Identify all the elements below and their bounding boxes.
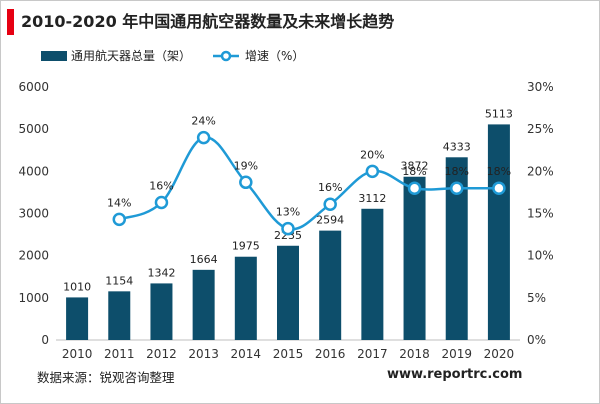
growth-line [118, 136, 499, 231]
growth-value-label: 14% [107, 196, 131, 209]
bar-value-label: 1664 [190, 253, 218, 266]
title-accent-bar [7, 9, 14, 35]
x-tick-label: 2020 [484, 347, 515, 361]
x-tick-label: 2017 [357, 347, 388, 361]
y-left-tick-label: 4000 [18, 164, 49, 178]
chart-title: 2010-2020 年中国通用航空器数量及未来增长趋势 [21, 12, 395, 31]
bar-value-label: 3872 [401, 160, 429, 173]
bar [361, 208, 384, 340]
bar-value-label: 1975 [232, 240, 260, 253]
y-right-tick-label: 25% [527, 122, 554, 136]
bar [66, 297, 89, 340]
x-tick-label: 2019 [441, 347, 472, 361]
x-tick-label: 2012 [146, 347, 177, 361]
growth-value-label: 18% [445, 165, 469, 178]
y-left-tick-label: 2000 [18, 249, 49, 263]
growth-point [407, 181, 422, 195]
growth-line-series [112, 130, 506, 236]
y-right-tick-label: 15% [527, 207, 554, 221]
growth-value-label: 16% [149, 180, 173, 193]
legend-line-label: 增速（%） [245, 49, 304, 63]
growth-value-label: 13% [276, 206, 300, 219]
y-right-tick-label: 30% [527, 80, 554, 94]
growth-point [281, 221, 295, 236]
bar [150, 283, 173, 340]
legend-bar-swatch [41, 51, 67, 61]
growth-point [239, 175, 253, 190]
growth-point [365, 164, 380, 179]
y-right-tick-label: 5% [527, 291, 546, 305]
bar [403, 176, 426, 340]
bar [234, 256, 257, 340]
y-right-tick-label: 0% [527, 333, 546, 347]
bar-value-label: 2594 [316, 214, 344, 227]
x-tick-label: 2011 [104, 347, 135, 361]
x-tick-label: 2016 [315, 347, 346, 361]
bar [445, 157, 468, 340]
growth-point [196, 130, 211, 145]
growth-point [112, 212, 127, 227]
bar [319, 230, 342, 340]
growth-point [154, 195, 169, 210]
legend: 通用航天器总量（架） 增速（%） [41, 48, 304, 63]
website-watermark: www.reportrc.com [387, 367, 523, 382]
bar [108, 291, 131, 340]
x-tick-label: 2010 [62, 347, 93, 361]
bar [192, 269, 215, 340]
growth-labels: 14% 16% 24% 19% 13% 16% 20% 18% 18% 18% [107, 115, 511, 219]
growth-point [323, 197, 337, 211]
y-right-tick-label: 20% [527, 164, 554, 178]
bar-value-label: 4333 [443, 140, 471, 153]
y-left-tick-label: 5000 [18, 122, 49, 136]
bar [487, 124, 510, 341]
x-tick-label: 2015 [273, 347, 304, 361]
source-note: 数据来源：锐观咨询整理 [37, 370, 175, 385]
axes: 0 1000 2000 3000 4000 5000 6000 0% 5% 10% 15% 20% 25… [18, 80, 553, 361]
bar-value-label: 1342 [147, 266, 175, 279]
y-left-tick-label: 3000 [18, 207, 49, 221]
legend-line-marker [220, 50, 232, 62]
bar [277, 245, 299, 340]
y-left-tick-label: 6000 [18, 80, 49, 94]
bar-value-label: 1154 [105, 274, 133, 287]
growth-value-label: 16% [318, 181, 342, 194]
y-left-tick-label: 1000 [18, 291, 49, 305]
x-tick-label: 2014 [231, 347, 262, 361]
growth-value-label: 19% [234, 159, 258, 172]
y-right-tick-label: 10% [527, 249, 554, 263]
bar-series [66, 124, 510, 341]
bar-value-label: 3112 [358, 192, 386, 205]
growth-point [492, 181, 506, 195]
bar-value-label: 5113 [485, 107, 513, 120]
growth-value-label: 18% [402, 165, 426, 178]
growth-value-label: 24% [191, 115, 215, 128]
growth-value-label: 20% [360, 148, 384, 161]
y-left-tick-label: 0 [41, 333, 49, 347]
bar-value-label: 1010 [63, 280, 91, 293]
growth-value-label: 18% [487, 165, 511, 178]
growth-point [449, 181, 464, 195]
legend-bar-label: 通用航天器总量（架） [71, 48, 191, 63]
x-tick-label: 2013 [188, 347, 219, 361]
x-tick-label: 2018 [399, 347, 430, 361]
